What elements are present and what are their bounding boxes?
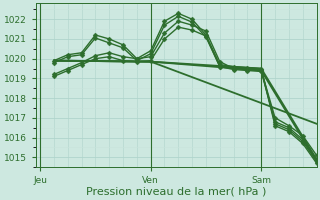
X-axis label: Pression niveau de la mer( hPa ): Pression niveau de la mer( hPa ) — [86, 187, 266, 197]
